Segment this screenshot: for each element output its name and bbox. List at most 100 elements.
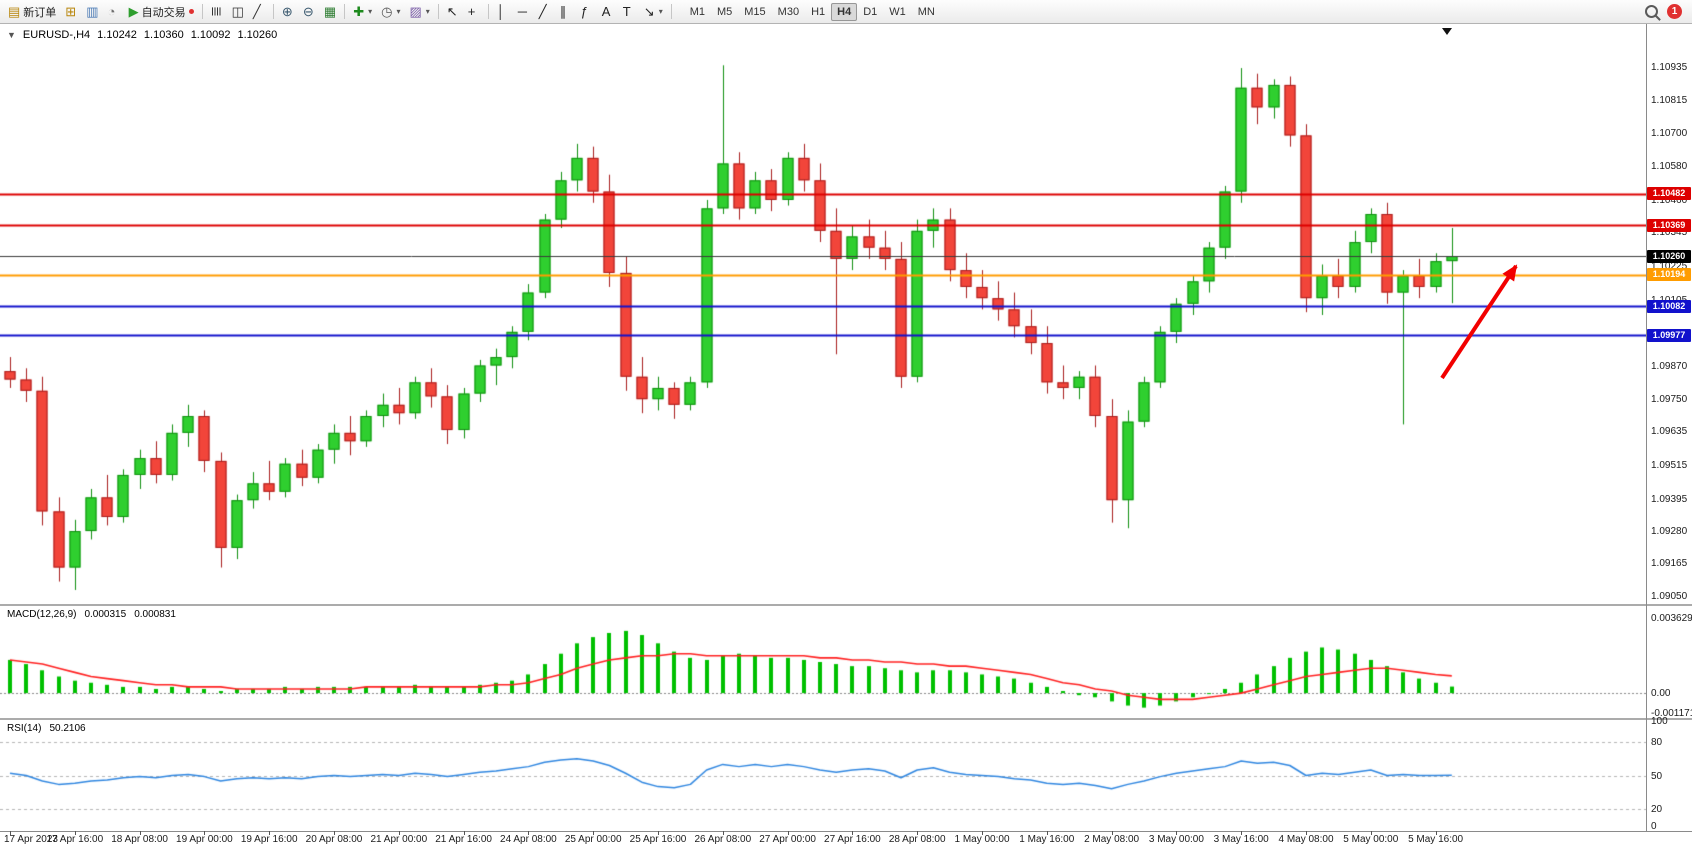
text-button[interactable]: A bbox=[598, 2, 618, 22]
zoom-in-button[interactable]: ⊕ bbox=[278, 2, 298, 22]
time-axis-tick bbox=[140, 831, 141, 835]
channel-icon: ∥ bbox=[559, 4, 567, 19]
label-button[interactable]: T bbox=[619, 2, 639, 22]
time-axis-tick bbox=[464, 831, 465, 835]
channel-button[interactable]: ∥ bbox=[556, 2, 576, 22]
time-axis-label: 19 Apr 16:00 bbox=[240, 834, 298, 845]
macd-pane-canvas[interactable] bbox=[0, 606, 1646, 718]
zoom-out-button[interactable]: ⊖ bbox=[299, 2, 319, 22]
time-axis-tick bbox=[1112, 831, 1113, 835]
price-axis-tick: 1.10935 bbox=[1651, 61, 1688, 73]
vertical-line-button[interactable]: │ bbox=[493, 2, 513, 22]
time-axis-tick bbox=[399, 831, 400, 835]
rsi-pane-canvas[interactable] bbox=[0, 720, 1646, 831]
fibonacci-button[interactable]: ƒ bbox=[577, 2, 597, 22]
indicators-button[interactable]: ✚ ▾ bbox=[349, 2, 376, 22]
profiles-button[interactable]: ▥ bbox=[82, 2, 102, 22]
cursor-button[interactable]: ↖ bbox=[443, 2, 463, 22]
timeframe-m30[interactable]: M30 bbox=[772, 3, 805, 21]
line-chart-icon: ╱ bbox=[252, 4, 261, 19]
time-axis-tick bbox=[852, 831, 853, 835]
rsi-axis-tick: 20 bbox=[1651, 803, 1663, 815]
time-axis-tick bbox=[528, 831, 529, 835]
time-axis-tick bbox=[1306, 831, 1307, 835]
ohlc-bars-button[interactable]: ≣ bbox=[207, 2, 227, 22]
time-axis-tick bbox=[1436, 831, 1437, 835]
time-axis-line bbox=[0, 831, 1692, 832]
price-level-box[interactable]: 1.09977 bbox=[1647, 329, 1691, 342]
chart-close-value: 1.10260 bbox=[237, 29, 278, 41]
line-chart-button[interactable]: ╱ bbox=[249, 2, 269, 22]
toolbar-right: 1 bbox=[1645, 4, 1688, 19]
chart-shift-marker-icon[interactable] bbox=[1442, 28, 1452, 35]
dropdown-caret-icon: ▾ bbox=[425, 7, 430, 16]
horizontal-line-button[interactable]: ─ bbox=[514, 2, 534, 22]
time-axis-label: 2 May 08:00 bbox=[1084, 834, 1140, 845]
search-icon[interactable] bbox=[1645, 5, 1658, 18]
price-level-box[interactable]: 1.10260 bbox=[1647, 250, 1691, 263]
timeframe-m15[interactable]: M15 bbox=[738, 3, 771, 21]
arrows-button[interactable]: ↘ ▾ bbox=[640, 2, 667, 22]
toolbar-separator bbox=[272, 4, 274, 19]
time-axis-label: 20 Apr 08:00 bbox=[305, 834, 363, 845]
auto-trading-button-label: 自动交易 bbox=[141, 6, 186, 19]
time-axis-tick bbox=[982, 831, 983, 835]
macd-axis-tick: 0.00 bbox=[1651, 688, 1671, 700]
dropdown-caret-icon: ▾ bbox=[658, 7, 663, 16]
timeframe-m1[interactable]: M1 bbox=[684, 3, 711, 21]
toolbar-separator bbox=[201, 4, 203, 19]
timeframe-d1[interactable]: D1 bbox=[857, 3, 883, 21]
chart-open-value: 1.10242 bbox=[97, 29, 137, 41]
toolbar: ▤ 新订单 ⊞ ▥ ◔ ▶ 自动交易 ≣ ◫ ╱ ⊕ ⊖ ▦ ✚ ▾ ◷ ▾ ▨ ▾ ↖ + │ ─ ╱ ∥ ƒ A T ↘ ▾ M1 M5 M… bbox=[0, 0, 1692, 24]
timeframe-h1[interactable]: H1 bbox=[805, 3, 831, 21]
time-axis-tick bbox=[10, 831, 11, 835]
price-level-box[interactable]: 1.10082 bbox=[1647, 300, 1691, 313]
time-axis-tick bbox=[1176, 831, 1177, 835]
time-axis-tick bbox=[334, 831, 335, 835]
data-window-icon: ◔ bbox=[107, 4, 116, 19]
indicators-icon: ✚ bbox=[353, 4, 365, 19]
macd-signal-value: 0.000831 bbox=[134, 609, 176, 620]
rsi-indicator-name: RSI(14) bbox=[7, 723, 42, 734]
tile-windows-button[interactable]: ▦ bbox=[320, 2, 340, 22]
candlestick-button[interactable]: ◫ bbox=[228, 2, 248, 22]
timeframe-mn[interactable]: MN bbox=[912, 3, 941, 21]
templates-button[interactable]: ▨ ▾ bbox=[405, 2, 433, 22]
time-axis-label: 3 May 16:00 bbox=[1213, 834, 1269, 845]
new-order-button[interactable]: ▤ 新订单 bbox=[4, 2, 60, 22]
time-axis-label: 28 Apr 08:00 bbox=[888, 834, 946, 845]
price-axis-tick: 1.09635 bbox=[1651, 426, 1688, 438]
macd-indicator-name: MACD(12,26,9) bbox=[7, 609, 77, 620]
time-axis-tick bbox=[1047, 831, 1048, 835]
collapse-icon[interactable]: ▼ bbox=[7, 30, 16, 40]
data-window-button[interactable]: ◔ bbox=[104, 2, 124, 22]
timeframe-w1[interactable]: W1 bbox=[883, 3, 912, 21]
periods-icon: ◷ bbox=[381, 4, 393, 19]
periods-button[interactable]: ◷ ▾ bbox=[377, 2, 404, 22]
label-icon: T bbox=[622, 4, 631, 19]
crosshair-button[interactable]: + bbox=[464, 2, 484, 22]
trendline-button[interactable]: ╱ bbox=[535, 2, 555, 22]
time-axis-tick bbox=[723, 831, 724, 835]
timeframe-m5[interactable]: M5 bbox=[711, 3, 738, 21]
time-axis-label: 27 Apr 00:00 bbox=[759, 834, 816, 845]
notification-badge[interactable]: 1 bbox=[1667, 4, 1682, 19]
macd-pane-separator[interactable] bbox=[0, 604, 1692, 606]
rsi-axis-tick: 80 bbox=[1651, 737, 1663, 749]
rsi-pane-separator[interactable] bbox=[0, 718, 1692, 720]
time-axis-label: 25 Apr 16:00 bbox=[629, 834, 687, 845]
auto-trading-button[interactable]: ▶ 自动交易 bbox=[125, 2, 198, 22]
price-level-box[interactable]: 1.10194 bbox=[1647, 268, 1691, 281]
new-chart-button[interactable]: ⊞ bbox=[61, 2, 81, 22]
toolbar-separator bbox=[437, 4, 439, 19]
timeframe-h4[interactable]: H4 bbox=[831, 2, 858, 21]
price-level-box[interactable]: 1.10482 bbox=[1647, 187, 1691, 200]
new-order-icon: ▤ bbox=[8, 4, 21, 19]
main-chart-canvas[interactable] bbox=[0, 26, 1646, 604]
new-chart-icon: ⊞ bbox=[65, 4, 77, 19]
time-axis-label: 26 Apr 08:00 bbox=[694, 834, 752, 845]
time-axis-label: 5 May 00:00 bbox=[1343, 834, 1399, 845]
price-axis-tick: 1.10225 bbox=[1651, 260, 1688, 272]
time-axis-label: 21 Apr 00:00 bbox=[370, 834, 428, 845]
price-level-box[interactable]: 1.10369 bbox=[1647, 219, 1691, 232]
